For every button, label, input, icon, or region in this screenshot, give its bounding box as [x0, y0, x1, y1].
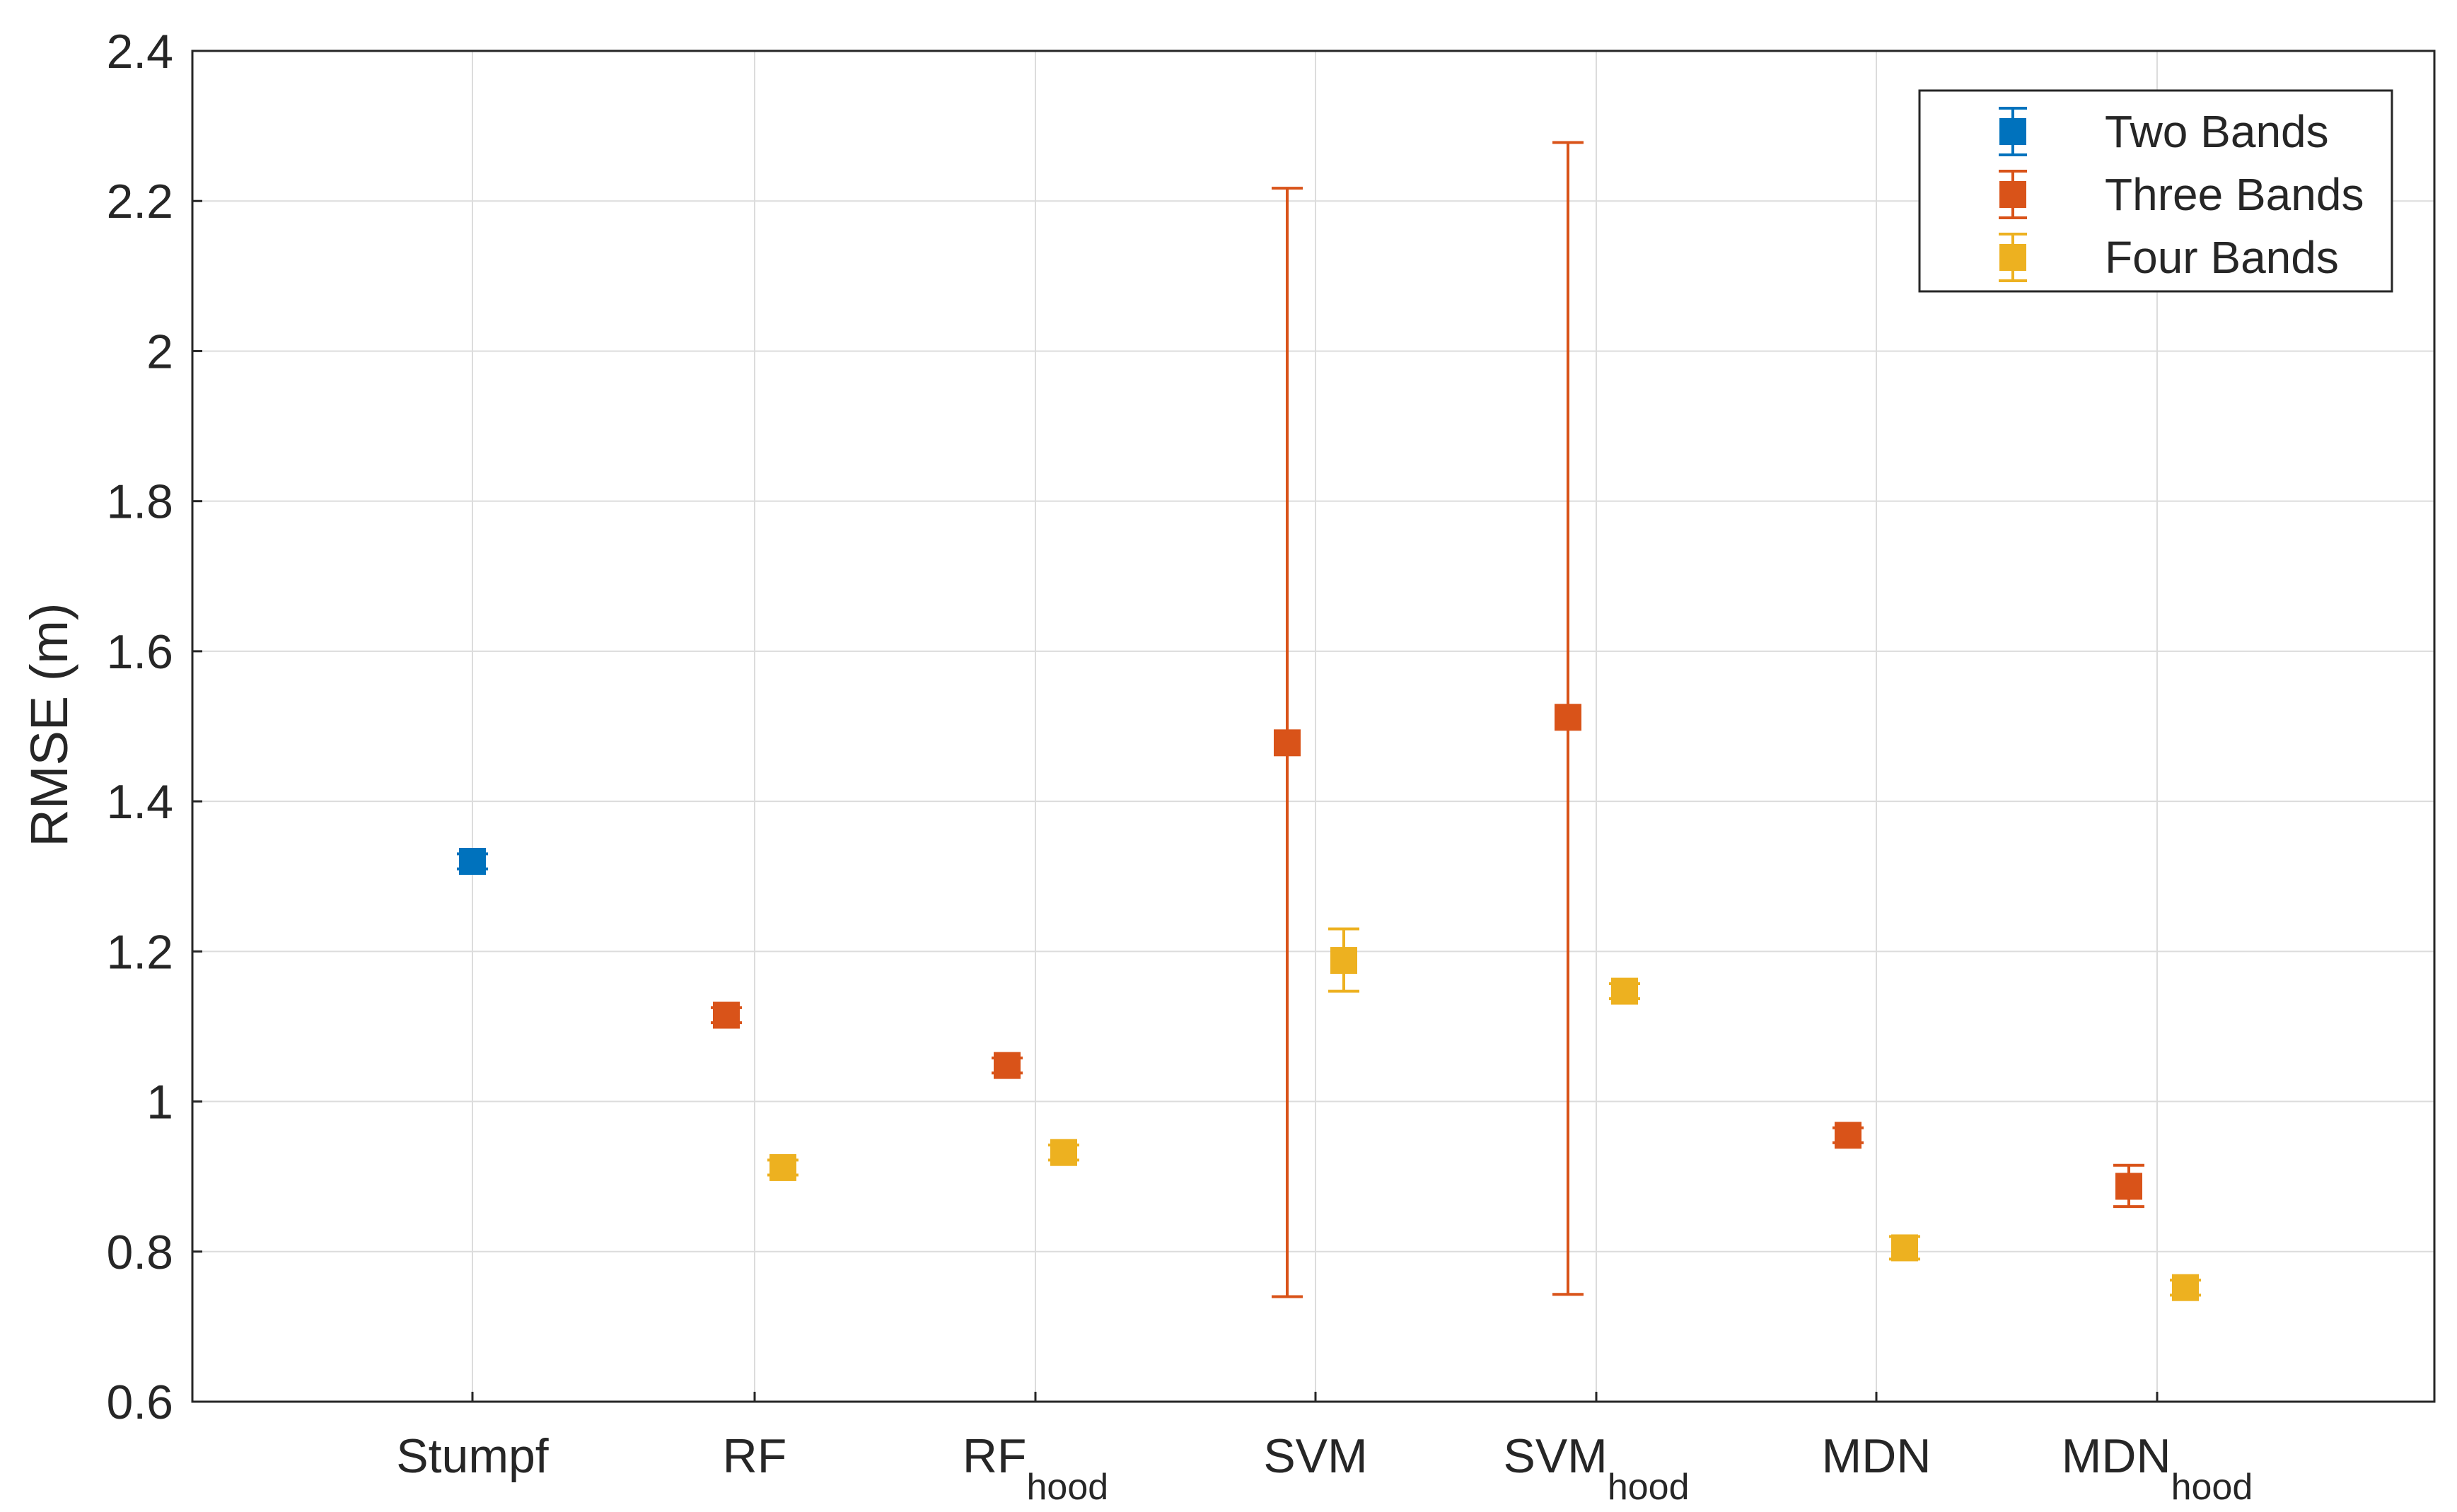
- x-tick-label-main: MDN: [2062, 1429, 2171, 1483]
- data-point-marker: [769, 1153, 796, 1181]
- data-point-marker: [1555, 704, 1581, 731]
- data-point-marker: [1274, 729, 1301, 757]
- x-tick-label-main: RF: [963, 1429, 1027, 1483]
- data-point-marker: [1891, 1234, 1918, 1262]
- data-point-marker: [994, 1052, 1021, 1079]
- x-tick-label: SVMhood: [1503, 1429, 1689, 1508]
- legend-box: [1918, 89, 2393, 293]
- x-tick-label: RF: [723, 1429, 787, 1483]
- x-tick-label-main: RF: [723, 1429, 787, 1483]
- y-tick-label: 2.2: [106, 175, 173, 228]
- x-tick-label-main: MDN: [1822, 1429, 1932, 1483]
- plot-area-border: [191, 50, 2436, 1403]
- y-axis-ticks: 0.6 0.8 1 1.2 1.4 1.6 1.8 2 2.2 2.4: [106, 25, 202, 1429]
- x-tick-label-subscript: hood: [1026, 1467, 1108, 1508]
- data-point-marker: [1611, 977, 1638, 1005]
- y-tick-label: 2: [146, 325, 173, 378]
- data-point-marker: [713, 1001, 740, 1029]
- data-marks: [457, 141, 2201, 1301]
- data-point-marker: [1835, 1122, 1861, 1149]
- data-point-marker: [2172, 1274, 2199, 1301]
- data-point-marker: [1330, 947, 1357, 975]
- data-point-marker: [2115, 1173, 2142, 1200]
- legend-marker: [1999, 244, 2026, 271]
- legend-marker: [1999, 181, 2026, 208]
- x-tick-label-subscript: hood: [1608, 1467, 1690, 1508]
- y-tick-label: 1.6: [106, 625, 173, 679]
- x-tick-label: MDNhood: [2062, 1429, 2253, 1508]
- y-tick-label: 0.6: [106, 1376, 173, 1429]
- x-tick-label-main: Stumpf: [396, 1429, 549, 1483]
- y-tick-label: 1.2: [106, 925, 173, 979]
- y-tick-label: 1.8: [106, 475, 173, 529]
- x-tick-label: SVM: [1263, 1429, 1367, 1483]
- legend-label: Three Bands: [2105, 169, 2364, 220]
- y-tick-label: 1.4: [106, 775, 173, 829]
- x-tick-label-main: SVM: [1263, 1429, 1367, 1483]
- y-axis-label: RMSE (m): [20, 603, 79, 847]
- y-tick-label: 1: [146, 1076, 173, 1129]
- data-point-marker: [1050, 1139, 1077, 1166]
- legend-label: Two Bands: [2105, 106, 2329, 157]
- legend: Two Bands Three Bands Four Bands: [1918, 89, 2393, 293]
- y-tick-label: 0.8: [106, 1226, 173, 1279]
- x-tick-label: RFhood: [963, 1429, 1108, 1508]
- y-tick-label: 2.4: [106, 25, 173, 78]
- x-tick-label-main: SVM: [1503, 1429, 1607, 1483]
- x-tick-label-subscript: hood: [2171, 1467, 2253, 1508]
- x-tick-label: MDN: [1822, 1429, 1932, 1483]
- legend-label: Four Bands: [2105, 232, 2339, 283]
- x-tick-label: Stumpf: [396, 1429, 549, 1483]
- legend-marker: [1999, 118, 2026, 145]
- data-point-marker: [459, 848, 486, 875]
